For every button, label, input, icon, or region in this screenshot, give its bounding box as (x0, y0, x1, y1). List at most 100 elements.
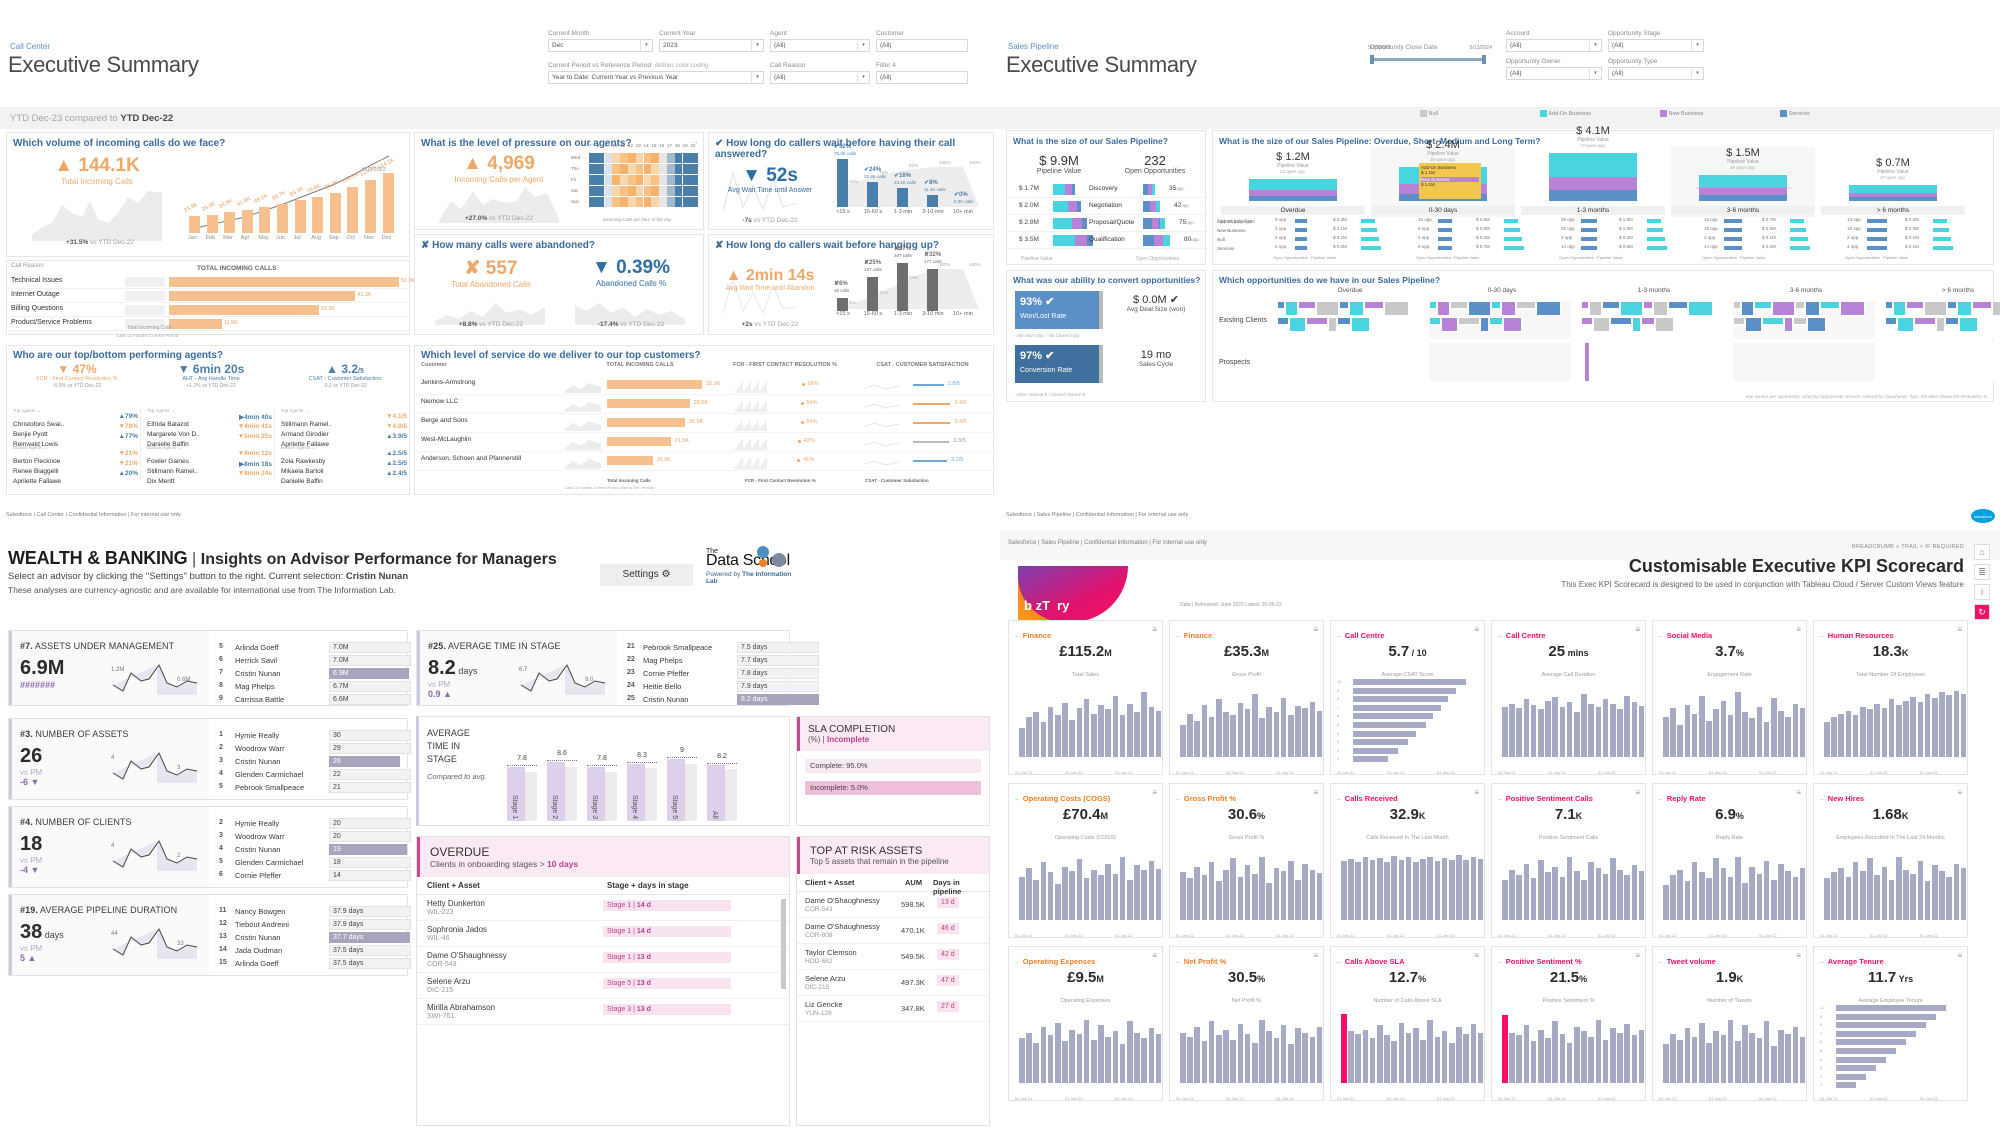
heatmap-cell[interactable] (635, 175, 644, 186)
rank-row[interactable]: 2 Hymie Really 20 (217, 817, 411, 830)
opportunity-owner-select[interactable]: (All) ▾ (1506, 67, 1602, 80)
agent-row[interactable]: Dix Meritt ▼8min 24s (147, 470, 274, 485)
chevron-down-icon[interactable]: ▾ (751, 71, 763, 84)
atrisk-row[interactable]: Liz Gencke YUN-126 347.8K 27 d (797, 996, 989, 1022)
treemap-square[interactable] (1754, 301, 1772, 309)
atrisk-row[interactable]: Selene Arzu DIC-215 497.3K 47 d (797, 970, 989, 996)
agent-row[interactable]: Aprilette Fallawe ▲3.9/5 (281, 433, 409, 448)
treemap-square[interactable] (1936, 317, 1945, 332)
treemap-square[interactable] (1468, 301, 1491, 316)
treemap-square[interactable] (1992, 301, 2000, 316)
treemap-block[interactable] (1277, 301, 1419, 339)
matrix-cell[interactable]: 13 opp $ 0.2M (1845, 217, 1984, 226)
heatmap-cell[interactable] (659, 186, 667, 197)
kpi-collapse-icon[interactable]: ‒ (1015, 797, 1019, 803)
chevron-down-icon[interactable]: ▾ (1691, 39, 1703, 52)
heatmap-cell[interactable] (620, 186, 628, 197)
treemap-square[interactable] (1298, 301, 1316, 309)
treemap-square[interactable] (1581, 301, 1589, 309)
kpi-card[interactable]: ‒ Operating Costs (COGS) ≡ £70.4M Operat… (1008, 783, 1163, 938)
heatmap-cell[interactable] (674, 175, 683, 186)
table-row[interactable]: Berge and Sons 26.5K 54% 3.4/5 (415, 414, 995, 433)
rank-row[interactable]: 3 Cristin Nunan 26 (217, 755, 407, 768)
treemap-square[interactable] (1384, 301, 1409, 316)
rank-row[interactable]: 5 Pebrook Smallpeace 21 (217, 781, 411, 794)
rank-row[interactable]: 22 Mag Phelps 7.7 days (625, 654, 819, 667)
rank-row[interactable]: 2 Woodrow Warr 29 (217, 742, 411, 755)
treemap-square[interactable] (1277, 301, 1285, 309)
wealth-kpi-card[interactable]: #19. AVERAGE PIPELINE DURATION 38 days v… (8, 894, 411, 976)
kpi-menu-icon[interactable]: ≡ (1474, 625, 1479, 634)
heatmap-cell[interactable] (620, 153, 628, 164)
agent-row[interactable]: Stillmann Ramel.. ▶8min 18s (147, 460, 274, 475)
kpi-menu-icon[interactable]: ≡ (1474, 951, 1479, 960)
heatmap-cell[interactable] (674, 197, 683, 208)
kpi-collapse-icon[interactable]: ‒ (1820, 634, 1824, 640)
rank-row[interactable]: 9 Carrissa Battle 6.6M (217, 693, 411, 706)
heatmap-cell[interactable] (651, 153, 659, 164)
matrix-cell[interactable]: 14 opp $ 0.2M (1702, 244, 1841, 253)
heatmap-cell[interactable] (682, 186, 691, 197)
heatmap-cell[interactable] (596, 164, 605, 175)
heatmap-cell[interactable] (690, 153, 698, 164)
heatmap-cell[interactable] (604, 197, 613, 208)
treemap-square[interactable] (1957, 301, 1972, 316)
treemap-square[interactable] (1349, 301, 1364, 316)
treemap-square[interactable] (1503, 317, 1522, 332)
treemap-square[interactable] (1885, 317, 1897, 325)
heatmap-cell[interactable] (589, 186, 597, 197)
matrix-cell[interactable]: 9 opp $ 0.7M (1416, 244, 1555, 253)
treemap-square[interactable] (1337, 317, 1351, 325)
rank-row[interactable]: 8 Mag Phelps 6.7M (217, 680, 411, 693)
agent-row[interactable]: Benjie Pyott ▼78% (13, 423, 140, 438)
heatmap-cell[interactable] (674, 186, 683, 197)
matrix-cell[interactable]: 4 opp $ 1.1M (1273, 226, 1412, 235)
heatmap-cell[interactable] (628, 153, 636, 164)
kpi-menu-icon[interactable]: ≡ (1313, 625, 1318, 634)
kpi-card[interactable]: ‒ Positive Sentiment Calls ≡ 7.1K Positi… (1491, 783, 1646, 938)
treemap-square[interactable] (1945, 317, 1959, 325)
kpi-collapse-icon[interactable]: ‒ (1176, 797, 1180, 803)
matrix-cell[interactable]: 9 opp $ 0.4M (1273, 217, 1412, 226)
heatmap-cell[interactable] (682, 164, 691, 175)
heatmap-cell[interactable] (651, 175, 659, 186)
heatmap-cell[interactable] (589, 164, 597, 175)
home-icon[interactable]: ⌂ (1974, 544, 1990, 560)
treemap-square[interactable] (1491, 301, 1501, 309)
treemap-square[interactable] (1805, 301, 1820, 316)
table-row[interactable]: Niemow LLC 28.0K 54% 3.4/5 (415, 395, 995, 414)
heatmap-cell[interactable] (596, 186, 605, 197)
heatmap-cell[interactable] (690, 186, 698, 197)
table-row[interactable]: Internet Outage 41.3K (7, 289, 411, 303)
heatmap-cell[interactable] (690, 197, 698, 208)
heatmap-cell[interactable] (596, 175, 605, 186)
rank-row[interactable]: 4 Glenden Carmichael 22 (217, 768, 411, 781)
heatmap-cell[interactable] (620, 175, 628, 186)
pipeline-stage-row[interactable]: $ 1.7M Discovery 35opp. (1007, 181, 1207, 198)
legend-item[interactable]: Add-On Business (1540, 110, 1591, 117)
heatmap-cell[interactable] (604, 175, 613, 186)
treemap-square[interactable] (1641, 317, 1655, 325)
heatmap-cell[interactable] (612, 175, 620, 186)
kpi-card[interactable]: ‒ Average Tenure ≡ 11.7 Yrs Average Empl… (1813, 946, 1968, 1101)
heatmap-cell[interactable] (682, 197, 691, 208)
info-icon[interactable]: i (1974, 584, 1990, 600)
treemap-square[interactable] (1840, 301, 1865, 316)
treemap-square[interactable] (1897, 317, 1914, 332)
kpi-collapse-icon[interactable]: ‒ (1498, 960, 1502, 966)
heatmap-cell[interactable] (674, 153, 683, 164)
agent-row[interactable]: Christoforo Swai.. ▲79% (13, 413, 140, 428)
heatmap-cell[interactable] (628, 164, 636, 175)
treemap-square[interactable] (1784, 317, 1793, 332)
matrix-cell[interactable]: 9 opp $ 0.9M (1416, 226, 1555, 235)
treemap-block[interactable] (1885, 343, 2000, 381)
treemap-square[interactable] (1501, 301, 1516, 316)
kpi-collapse-icon[interactable]: ‒ (1820, 960, 1824, 966)
agent-row[interactable]: Berton Flecknoe ▼21% (13, 450, 140, 465)
close-date-slider[interactable]: 5/13/2020 6/13/2024 (1368, 45, 1492, 67)
stage-bar-group[interactable]: 8.3 Stage 4 (625, 735, 659, 821)
heatmap-cell[interactable] (667, 164, 675, 175)
heatmap-cell[interactable] (690, 164, 698, 175)
heatmap-cell[interactable] (682, 153, 691, 164)
treemap-square[interactable] (1441, 317, 1458, 332)
